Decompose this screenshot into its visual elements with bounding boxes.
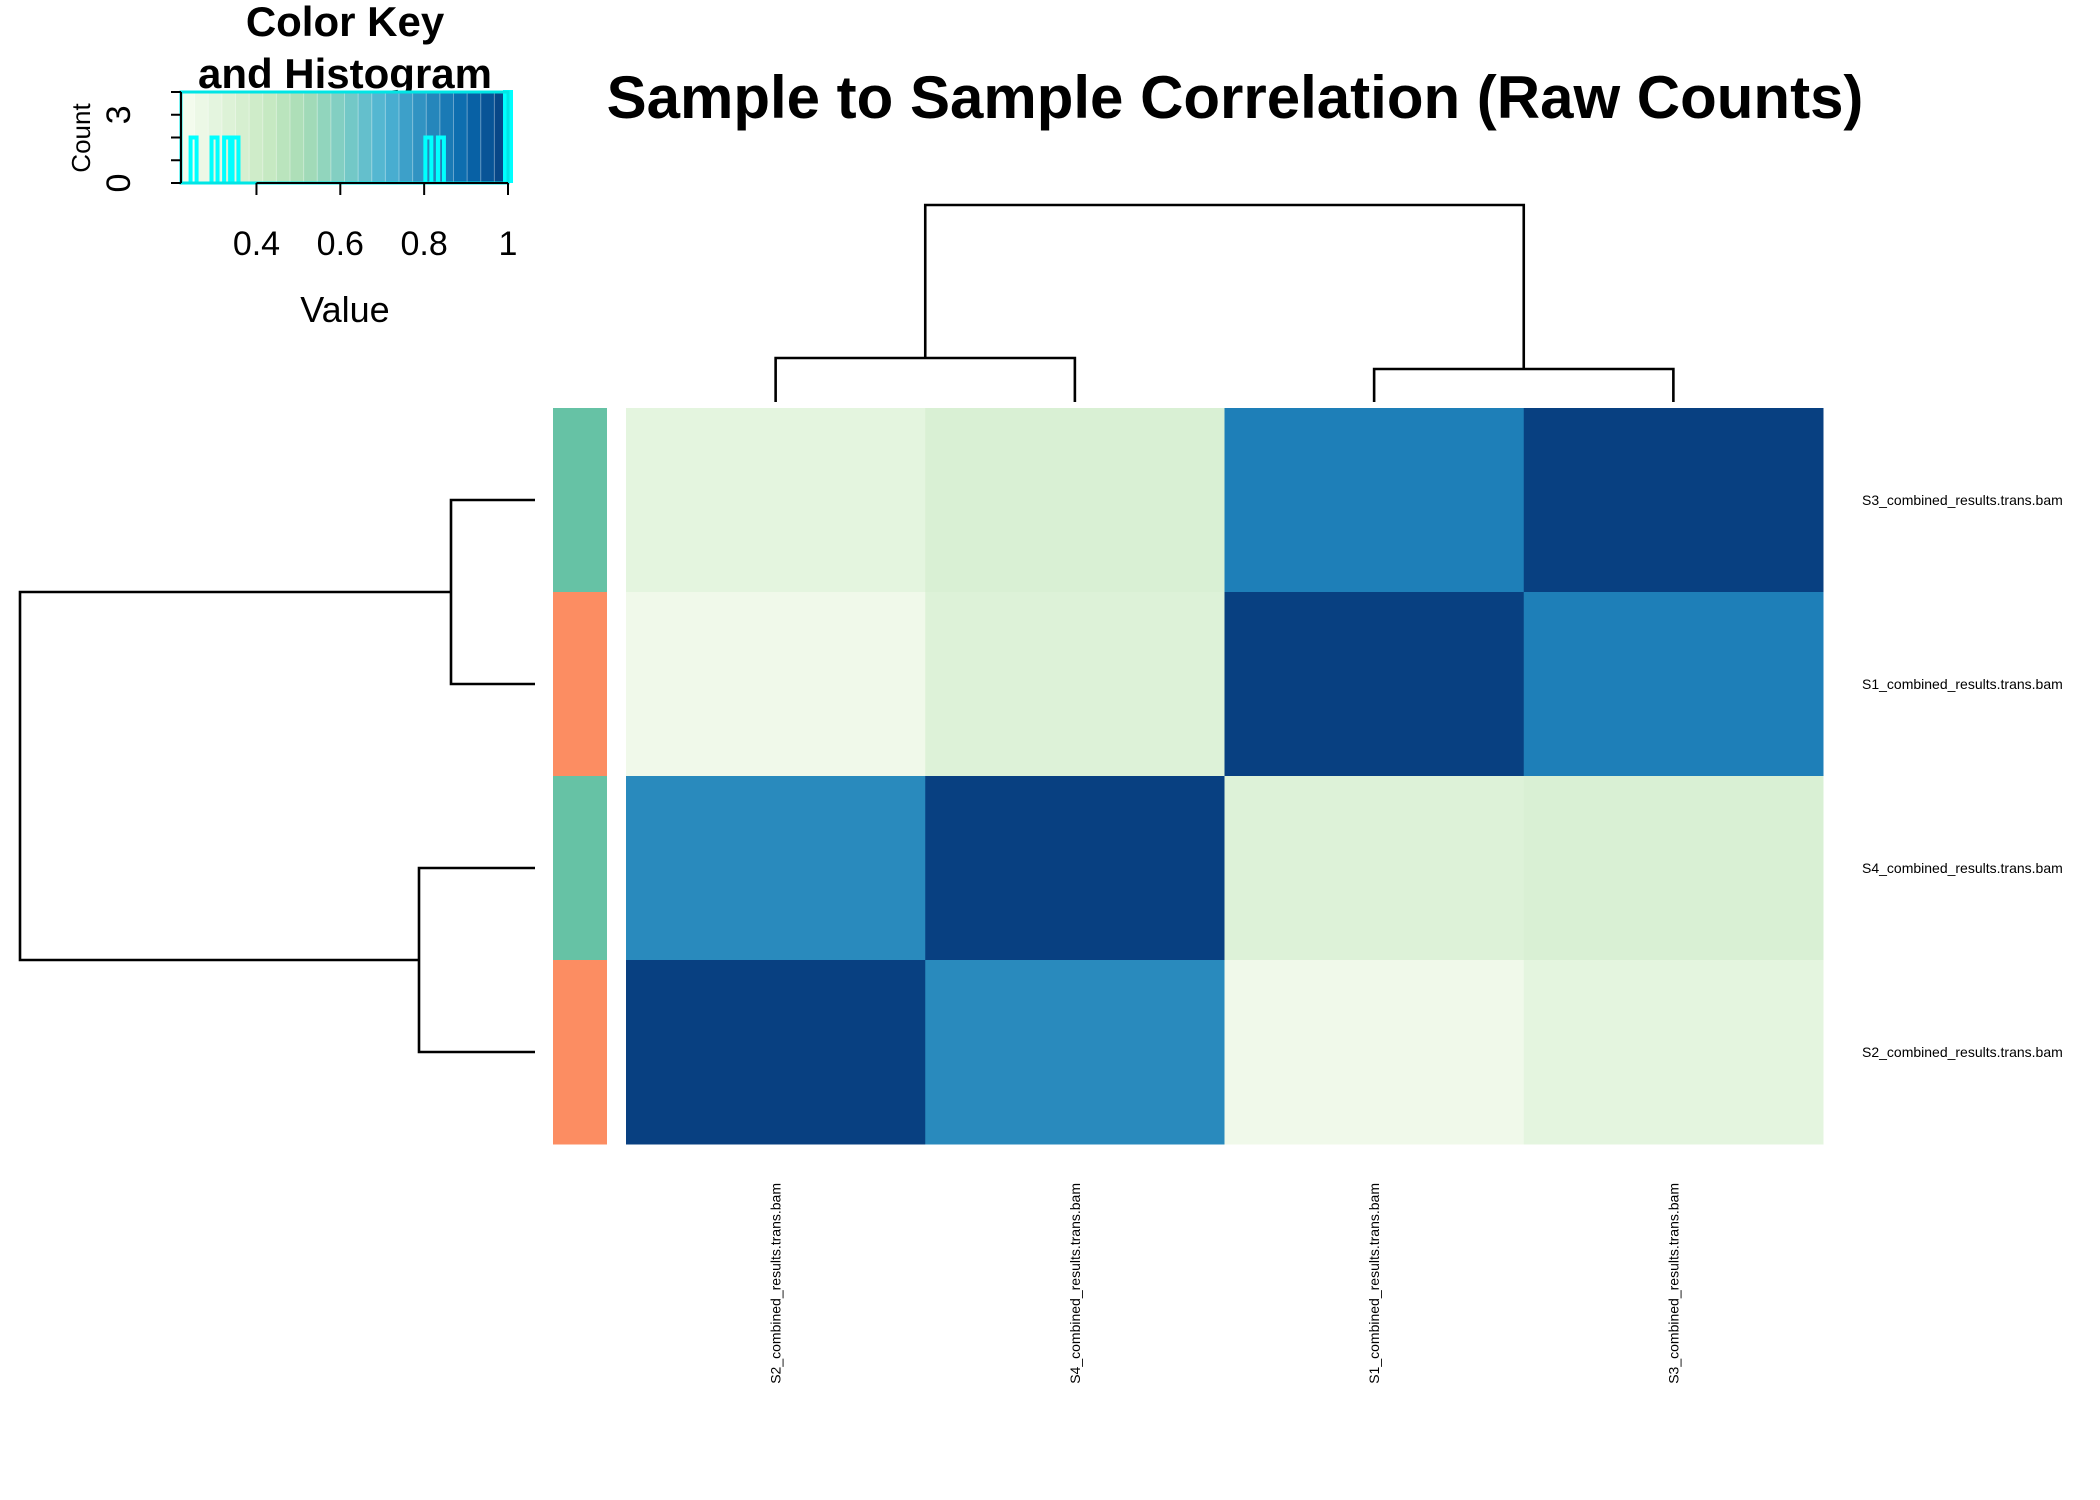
column-label: S4_combined_results.trans.bam [1067, 1183, 1083, 1384]
heatmap-cell [626, 776, 926, 961]
color-key-swatch [453, 91, 469, 184]
heatmap-cells [626, 408, 1824, 1145]
row-side-colors [553, 408, 607, 1145]
color-key-title-line1: Color Key [246, 0, 445, 45]
color-key-x-tick-label: 0.4 [233, 225, 280, 263]
color-key-swatch [316, 91, 332, 184]
color-key-ylabel: Count [66, 103, 96, 173]
column-label: S1_combined_results.trans.bam [1366, 1183, 1382, 1384]
color-key-swatch [248, 91, 264, 184]
histogram-bar [423, 135, 434, 183]
row-label: S3_combined_results.trans.bam [1862, 492, 2063, 508]
histogram-bar [435, 135, 446, 183]
col-dendrogram-root [923, 203, 1526, 369]
color-key-swatch [289, 91, 305, 184]
dendrograms [18, 203, 1675, 1054]
heatmap-cell [1224, 960, 1525, 1145]
color-key-y-tick-label: 0 [100, 174, 138, 193]
heatmap-cell [925, 592, 1225, 777]
column-label: S2_combined_results.trans.bam [768, 1183, 784, 1384]
row-dendrogram-branch [417, 866, 535, 1054]
color-key-swatch [262, 91, 278, 184]
heatmap-cell [626, 960, 926, 1145]
color-key-swatch [357, 91, 373, 184]
heatmap-cell [925, 408, 1225, 593]
axis-labels: S3_combined_results.trans.bam S1_combined… [768, 492, 2063, 1384]
histogram-bar [188, 135, 199, 183]
color-key-swatch [344, 91, 360, 184]
column-label: S3_combined_results.trans.bam [1665, 1183, 1681, 1384]
color-key-swatch [330, 91, 346, 184]
color-key-swatch [303, 91, 319, 184]
row-dendrogram-root [18, 590, 451, 962]
row-label: S1_combined_results.trans.bam [1862, 676, 2063, 692]
row-label: S2_combined_results.trans.bam [1862, 1044, 2063, 1060]
heatmap-cell [1523, 960, 1824, 1145]
row-dendrogram-branch [449, 498, 535, 686]
color-key-xlabel: Value [300, 289, 389, 330]
chart-title: Sample to Sample Correlation (Raw Counts… [607, 64, 1864, 131]
col-dendrogram-branch [1372, 367, 1675, 402]
heatmap-cell [1224, 776, 1525, 961]
histogram-bar [230, 135, 241, 183]
heatmap-cell [1224, 592, 1525, 777]
heatmap-cell [626, 592, 926, 777]
histogram-bar [222, 135, 233, 183]
color-key-x-tick-label: 1 [499, 225, 518, 263]
heatmap-cell [1523, 592, 1824, 777]
row-side-color [553, 776, 607, 961]
color-key-swatch [371, 91, 387, 184]
color-key-title-line2: and Histogram [198, 50, 492, 97]
histogram-bar [209, 135, 220, 183]
row-label: S4_combined_results.trans.bam [1862, 860, 2063, 876]
heatmap-cell [1523, 776, 1824, 961]
heatmap-cell [626, 408, 926, 593]
color-key-swatch [398, 91, 414, 184]
row-side-color [553, 960, 607, 1145]
row-side-color [553, 592, 607, 777]
color-key-swatch [466, 91, 482, 184]
color-key-x-tick-label: 0.6 [317, 225, 364, 263]
col-dendrogram-branch [774, 356, 1077, 402]
color-key-swatch [480, 91, 496, 184]
color-key-swatch [384, 91, 400, 184]
row-side-color [553, 408, 607, 593]
heatmap-cell [925, 776, 1225, 961]
heatmap-cell [925, 960, 1225, 1145]
color-key: 0.4 0.6 0.8 1 0 3 [100, 90, 518, 263]
heatmap-cell [1224, 408, 1525, 593]
heatmap-cell [1523, 408, 1824, 593]
color-key-y-tick-label: 3 [100, 105, 138, 124]
color-key-x-tick-label: 0.8 [401, 225, 448, 263]
color-key-swatch [275, 91, 291, 184]
